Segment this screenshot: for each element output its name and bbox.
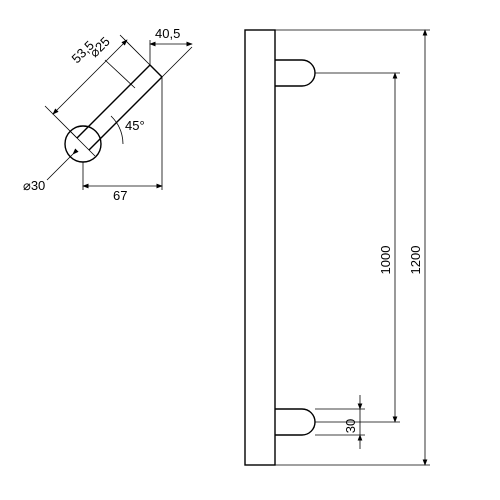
dim-67: 67 [113, 188, 127, 203]
dia-25: ⌀25 [87, 34, 113, 60]
detail-view: 45° 40,5 53,5 ⌀25 ⌀30 67 [23, 26, 192, 203]
standoff-bottom [275, 409, 315, 435]
main-view: 1200 1000 30 [245, 30, 430, 465]
dia-30: ⌀30 [23, 178, 45, 193]
standoff-top [275, 60, 315, 86]
angle-label: 45° [125, 118, 145, 133]
drawing: 45° 40,5 53,5 ⌀25 ⌀30 67 [0, 0, 500, 500]
dim-1200: 1200 [408, 246, 423, 275]
dim-top: 40,5 [155, 26, 180, 41]
handle-bar [245, 30, 275, 465]
dim-30: 30 [343, 419, 358, 433]
dim-1000: 1000 [378, 246, 393, 275]
